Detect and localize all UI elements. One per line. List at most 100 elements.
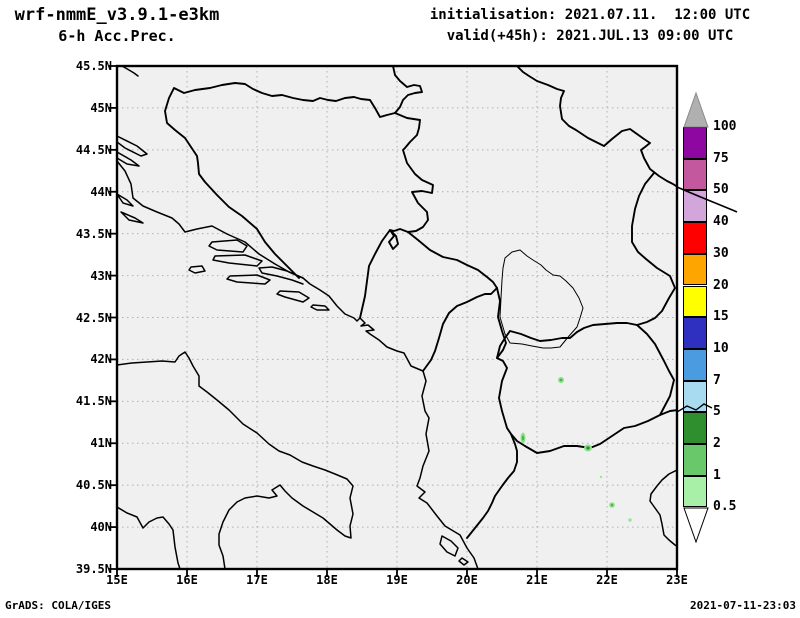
colorbar-block [683,190,707,223]
axis-ticks [109,65,678,577]
coastline-adriatic-east [117,160,479,569]
coastline-peljesac [258,266,304,285]
country-borders [164,66,677,539]
init-label: initialisation: 2021.07.11. 12:00 UTC [429,7,751,23]
model-title: wrf-nmmE_v3.9.1-e3km [14,5,220,25]
y-axis-label: 45N [90,100,112,115]
coastline-thermaic-gulf [649,469,677,548]
colorbar-block [683,412,707,444]
x-axis-label: 22E [596,573,618,587]
colorbar-over-arrow [683,92,709,128]
coastline-italy-adriatic [117,351,354,569]
colorbar-block [683,348,707,381]
header-left: wrf-nmmE_v3.9.1-e3km 6-h Acc.Prec. [8,5,226,46]
coastline-kvarner [121,66,139,77]
y-axis-label: 43.5N [75,226,112,241]
colorbar-under-arrow [683,507,709,544]
precip-spot [628,518,632,522]
island-corfu-islet [458,557,469,566]
latlon-gridlines [117,66,677,569]
colorbar-block [683,285,707,318]
precip-spot-core [610,503,614,507]
colorbar-level-label: 15 [713,309,729,325]
colorbar-level-label: 20 [713,277,729,293]
x-axis-label: 16E [176,573,198,587]
island-pag-1 [117,135,148,157]
product-title: 6-h Acc.Prec. [58,27,176,45]
y-axis-label: 42N [90,352,112,367]
colorbar-level-label: 40 [713,214,729,230]
x-axis-label: 20E [456,573,478,587]
island-dugi-otok [117,193,134,207]
colorbar-block [683,158,707,191]
island-vis [188,265,206,274]
y-axis-label: 44N [90,184,112,199]
island-hvar [212,254,263,267]
island-corfu [439,535,459,557]
creation-timestamp: 2021-07-11-23:03 [690,599,796,612]
map-canvas [109,64,679,577]
border-montenegro-albania [422,287,498,372]
grads-credit: GrADS: COLA/IGES [5,599,111,612]
colorbar-level-label: 5 [713,404,721,420]
x-axis-label: 19E [386,573,408,587]
colorbar-block [683,253,707,286]
colorbar-level-label: 10 [713,340,729,356]
x-axis-label: 21E [526,573,548,587]
y-axis-label: 40N [90,520,112,535]
y-axis-label: 39.5N [75,562,112,576]
colorbar-level-label: 7 [713,372,721,388]
border-serbia-romania [516,66,677,188]
border-montenegro-serbia [407,231,498,289]
y-axis-label: 41.5N [75,394,112,409]
colorbar-level-label: 50 [713,182,729,198]
y-axis-label: 43N [90,268,112,283]
coastlines [117,66,677,569]
colorbar-level-label: 75 [713,150,729,166]
border-macedonia-greece-east [659,409,677,416]
colorbar-level-label: 0.5 [713,499,737,515]
island-elafiti [310,304,330,311]
island-mljet [276,290,310,303]
border-serbia-bulgaria [631,172,676,326]
border-north-macedonia [496,322,675,454]
x-axis-label: 23E [666,573,688,587]
precip-spot-core [586,446,590,450]
precip-shading [520,377,632,522]
island-pag-2 [117,151,140,167]
border-bosnia-serbia [394,112,434,233]
valid-label: valid(+45h): 2021.JUL.13 09:00 UTC [446,28,734,44]
border-kosovo [499,249,584,349]
colorbar-block [683,127,707,159]
y-axis-label: 42.5N [75,310,112,325]
y-axis-label: 40.5N [75,478,112,493]
border-bosnia-montenegro [359,228,409,319]
colorbar-level-label: 30 [713,245,729,261]
border-croatia-bosnia [164,82,396,279]
colorbar-block [683,222,707,254]
colorbar-level-label: 100 [713,119,737,134]
border-greece-albania [466,433,518,539]
header-right: initialisation: 2021.07.11. 12:00 UTC va… [420,5,760,47]
border-albania-kosovo [496,287,507,359]
precip-spot-core [559,378,563,382]
island-brac [208,239,248,253]
y-axis-label: 41N [90,436,112,451]
y-axis-label: 44.5N [75,142,112,157]
x-axis-label: 18E [316,573,338,587]
colorbar-block [683,317,707,349]
y-axis-label: 45.5N [75,59,112,73]
precip-spot-core [521,435,525,441]
colorbar-level-label: 2 [713,436,721,451]
island-korcula [226,274,271,285]
colorbar-block [683,380,707,413]
border-croatia-serbia [392,66,423,114]
x-axis-label: 17E [246,573,268,587]
colorbar-block [683,444,707,476]
colorbar-block [683,475,707,508]
coastline-italy-tyrrhenian [117,506,181,569]
colorbar-level-label: 1 [713,467,721,483]
precip-spot [599,475,603,479]
x-axis-label: 15E [106,573,128,587]
